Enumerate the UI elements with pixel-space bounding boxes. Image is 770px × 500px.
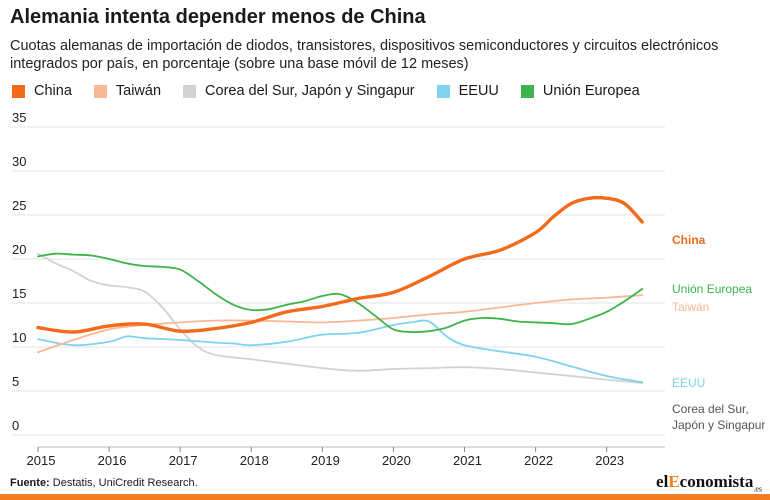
brand-pre: el — [656, 472, 669, 491]
y-tick-label: 15 — [12, 286, 26, 301]
x-tick-label: 2022 — [524, 453, 553, 468]
chart-title: Alemania intenta depender menos de China — [10, 6, 426, 28]
series-line-china — [36, 195, 644, 334]
chart-legend: China Taiwán Corea del Sur, Japón y Singap… — [12, 82, 662, 100]
end-label-union-europea: Unión Europea — [672, 282, 752, 296]
end-label-taiwan: Taiwán — [672, 300, 709, 314]
source-text: Destatis, UniCredit Research. — [49, 477, 198, 489]
legend-label: Taiwán — [115, 83, 162, 99]
y-tick-label: 30 — [12, 154, 26, 169]
x-tick-label: 2019 — [311, 453, 340, 468]
legend-label: China — [34, 83, 72, 99]
y-tick-label: 0 — [12, 418, 19, 433]
x-tick-label: 2017 — [169, 453, 198, 468]
y-tick-label: 35 — [12, 110, 26, 125]
series-line-corea-del-sur-japon-y-singapur — [37, 252, 644, 384]
brand-logo: elEconomista.es — [656, 472, 762, 493]
brand-post: conomista — [679, 472, 754, 491]
legend-item-union-europea: Unión Europea — [520, 83, 640, 99]
y-tick-label: 20 — [12, 242, 26, 257]
end-label-eeuu: EEUU — [672, 376, 705, 390]
chart-subtitle: Cuotas alemanas de importación de diodos… — [10, 38, 719, 72]
legend-label: Corea del Sur, Japón y Singapur — [205, 83, 415, 99]
series-line-eeuu — [37, 319, 644, 384]
legend-swatch — [436, 84, 450, 98]
y-tick-label: 5 — [12, 374, 19, 389]
legend-swatch — [520, 84, 534, 98]
x-tick-label: 2020 — [382, 453, 411, 468]
x-tick-label: 2018 — [240, 453, 269, 468]
line-chart: 0 5 10 15 20 25 30 35 2015 2016 2017 2018 2019 2020 20… — [12, 110, 765, 468]
end-label-corea-del-sur-japon-y-singapur: Corea del Sur, Japón y Singapur — [672, 402, 765, 432]
legend-swatch — [93, 84, 107, 98]
legend-item-china: China — [12, 83, 72, 99]
legend-swatch — [12, 84, 25, 98]
y-tick-label: 25 — [12, 198, 26, 213]
x-tick-label: 2016 — [98, 453, 127, 468]
y-tick-label: 10 — [12, 330, 26, 345]
brand-accent: E — [668, 472, 680, 491]
source-label: Fuente: — [10, 477, 50, 489]
series-line-union-europea — [37, 252, 644, 333]
legend-item-eeuu: EEUU — [436, 83, 499, 99]
source-note: Fuente: Destatis, UniCredit Research. — [10, 477, 198, 489]
legend-item-taiwan: Taiwán — [93, 83, 162, 99]
x-tick-label: 2023 — [595, 453, 624, 468]
legend-item-corea-del-sur-japon-y-singapur: Corea del Sur, Japón y Singapur — [183, 83, 415, 99]
x-tick-label: 2021 — [453, 453, 482, 468]
legend-label: Unión Europea — [542, 83, 640, 99]
legend-swatch — [183, 84, 197, 98]
legend-label: EEUU — [458, 83, 499, 99]
x-tick-label: 2015 — [27, 453, 56, 468]
footer-accent-bar — [0, 494, 770, 500]
end-label-china: China — [672, 233, 706, 247]
brand-suffix: .es — [753, 484, 762, 494]
